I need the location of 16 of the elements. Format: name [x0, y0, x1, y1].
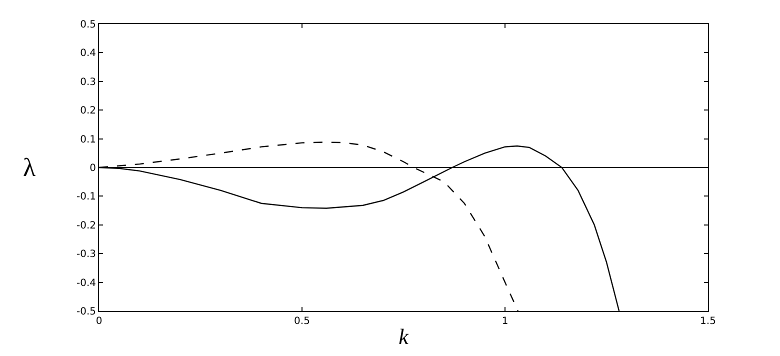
x-axis-title: k [398, 324, 410, 349]
y-tick-label: 0 [90, 163, 96, 174]
y-tick-label: -0.5 [76, 306, 96, 318]
x-tick-label: 1 [502, 316, 508, 327]
y-tick-label: -0.1 [76, 192, 96, 203]
y-tick-label: -0.3 [76, 249, 96, 260]
y-tick-label: 0.1 [80, 134, 96, 146]
y-tick-label: -0.4 [76, 278, 96, 289]
x-tick-label: 0.5 [294, 316, 310, 327]
y-tick-label: 0.4 [80, 48, 96, 60]
y-tick-label: 0.5 [80, 20, 96, 30]
y-tick-label: -0.2 [76, 220, 96, 232]
x-tick-label: 1.5 [700, 316, 716, 327]
y-tick-label: 0.2 [80, 106, 96, 117]
y-axis-title: λ [23, 153, 36, 182]
y-tick-label: 0.3 [80, 76, 96, 88]
